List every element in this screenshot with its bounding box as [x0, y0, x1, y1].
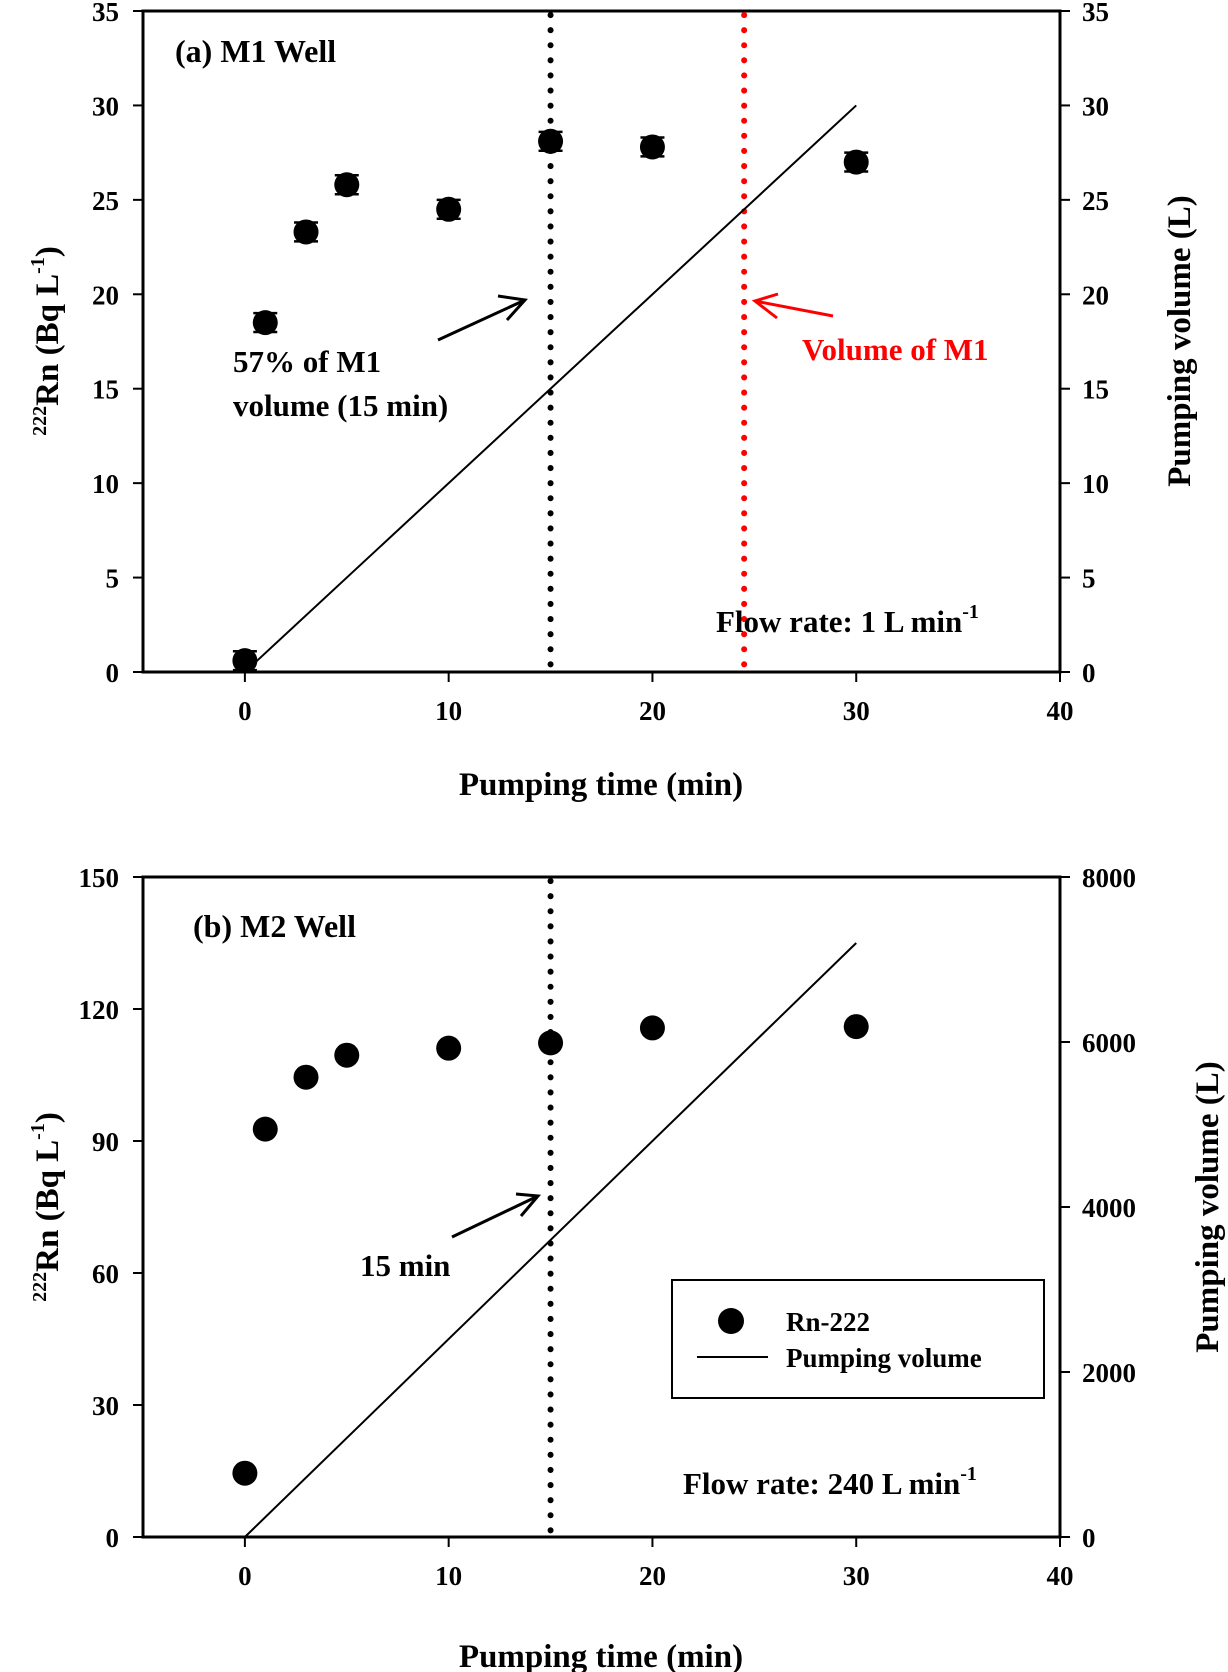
y-right-tick-label: 10	[1082, 469, 1109, 499]
rn222-point	[334, 1042, 360, 1068]
ylabel-main: Rn (Bq L	[30, 274, 66, 406]
panel-a-title: (a) M1 Well	[175, 33, 336, 69]
rn222-point	[843, 149, 869, 175]
y-left-tick-label: 30	[92, 1391, 119, 1421]
y-right-tick-label: 20	[1082, 280, 1109, 310]
rn222-point	[538, 128, 564, 154]
panel-b-axes: 0 10 20 30 40 0 30 60 90 120 150 0 2000 4000 6000 8000	[79, 863, 1137, 1591]
y-left-tick-label: 30	[92, 91, 119, 121]
panel-b-ylabel-right: Pumping volume (L)	[1190, 1061, 1226, 1353]
legend-label-rn222: Rn-222	[786, 1307, 870, 1337]
rn222-point	[252, 310, 278, 336]
pumping-volume-line	[244, 942, 857, 1538]
y-left-tick-label: 60	[92, 1259, 119, 1289]
x-tick-label: 10	[435, 1561, 462, 1591]
panel-a-axes: 0 10 20 30 40 0 5 10 15 20 25 30 35 0 5 10 15 20 25 30 35	[92, 0, 1109, 726]
y-left-tick-label: 35	[92, 0, 119, 27]
panel-b-ylabel-left: 222Rn (Bq L-1)	[27, 1112, 66, 1302]
y-right-tick-label: 30	[1082, 91, 1109, 121]
ylabel-superscript: 222	[29, 406, 51, 436]
panel-a-marks	[232, 12, 869, 674]
y-left-tick-label: 120	[79, 995, 120, 1025]
ylabel-exp: -1	[27, 257, 49, 274]
y-left-tick-label: 5	[106, 564, 120, 594]
annotation-volume-of-m1: Volume of M1	[802, 332, 989, 367]
y-left-tick-label: 90	[92, 1127, 119, 1157]
rn222-point	[334, 172, 360, 198]
rn222-point	[293, 219, 319, 245]
panel-a-flow-rate: Flow rate: 1 L min-1	[716, 601, 979, 639]
legend-marker-circle	[718, 1308, 744, 1334]
svg-text:222Rn (Bq L-1): 222Rn (Bq L-1)	[27, 246, 66, 436]
arrow-to-15min-a	[437, 294, 528, 342]
pumping-volume-line	[244, 104, 857, 673]
rn222-point	[232, 648, 258, 674]
panel-a-ylabel-left: 222Rn (Bq L-1)	[27, 246, 66, 436]
y-left-tick-label: 150	[79, 863, 120, 893]
y-right-tick-label: 25	[1082, 186, 1109, 216]
arrow-to-15min-b	[451, 1192, 542, 1239]
x-tick-label: 40	[1047, 1561, 1074, 1591]
rn222-point	[843, 1014, 869, 1040]
x-tick-label: 40	[1047, 696, 1074, 726]
y-right-tick-label: 0	[1082, 658, 1096, 688]
panel-b-flow-rate: Flow rate: 240 L min-1	[683, 1463, 977, 1501]
plot-frame	[141, 875, 1062, 1539]
legend: Rn-222 Pumping volume	[671, 1279, 1045, 1399]
rn222-point	[436, 1035, 462, 1061]
y-right-tick-label: 6000	[1082, 1028, 1136, 1058]
rn222-point	[436, 196, 462, 222]
panel-a-m1-well: 0 10 20 30 40 0 5 10 15 20 25 30 35 0 5 10 15 20 25 30 35 (a…	[27, 0, 1198, 803]
annotation-57pct-line1: 57% of M1	[233, 344, 381, 379]
y-left-tick-label: 0	[106, 658, 120, 688]
x-tick-label: 10	[435, 696, 462, 726]
y-right-tick-label: 5	[1082, 564, 1096, 594]
legend-label-pumping-volume: Pumping volume	[786, 1343, 982, 1373]
panel-b-title: (b) M2 Well	[193, 908, 356, 944]
arrow-to-volume-of-m1	[751, 292, 834, 320]
legend-box	[671, 1279, 1045, 1399]
rn222-point	[639, 134, 665, 160]
ylabel-close: )	[30, 246, 66, 257]
x-tick-label: 30	[843, 696, 870, 726]
annotation-15min: 15 min	[360, 1248, 450, 1283]
panel-a-ylabel-right: Pumping volume (L)	[1162, 195, 1198, 487]
y-right-tick-label: 35	[1082, 0, 1109, 27]
x-tick-label: 0	[238, 1561, 252, 1591]
svg-text:222Rn (Bq L-1): 222Rn (Bq L-1)	[27, 1112, 66, 1302]
y-left-tick-label: 0	[106, 1523, 120, 1553]
y-left-tick-label: 25	[92, 186, 119, 216]
y-left-tick-label: 15	[92, 375, 119, 405]
x-tick-label: 20	[639, 1561, 666, 1591]
annotation-57pct-line2: volume (15 min)	[233, 388, 448, 423]
y-right-tick-label: 2000	[1082, 1358, 1136, 1388]
x-tick-label: 0	[238, 696, 252, 726]
y-right-tick-label: 0	[1082, 1523, 1096, 1553]
y-left-tick-label: 20	[92, 280, 119, 310]
rn222-point	[293, 1064, 319, 1090]
rn222-point	[538, 1030, 564, 1056]
y-right-tick-label: 4000	[1082, 1193, 1136, 1223]
panel-a-xlabel: Pumping time (min)	[459, 767, 743, 803]
x-tick-label: 30	[843, 1561, 870, 1591]
plot-frame	[141, 9, 1062, 674]
panel-b-xlabel: Pumping time (min)	[459, 1639, 743, 1672]
panel-b-m2-well: 0 10 20 30 40030609012015002000400060008000 …	[27, 863, 1226, 1672]
y-right-tick-label: 15	[1082, 375, 1109, 405]
y-right-tick-label: 8000	[1082, 863, 1136, 893]
y-left-tick-label: 10	[92, 469, 119, 499]
rn222-point	[232, 1460, 258, 1486]
rn222-point	[252, 1116, 278, 1142]
panel-b-marks	[232, 878, 869, 1538]
rn222-point	[639, 1015, 665, 1041]
x-tick-label: 20	[639, 696, 666, 726]
